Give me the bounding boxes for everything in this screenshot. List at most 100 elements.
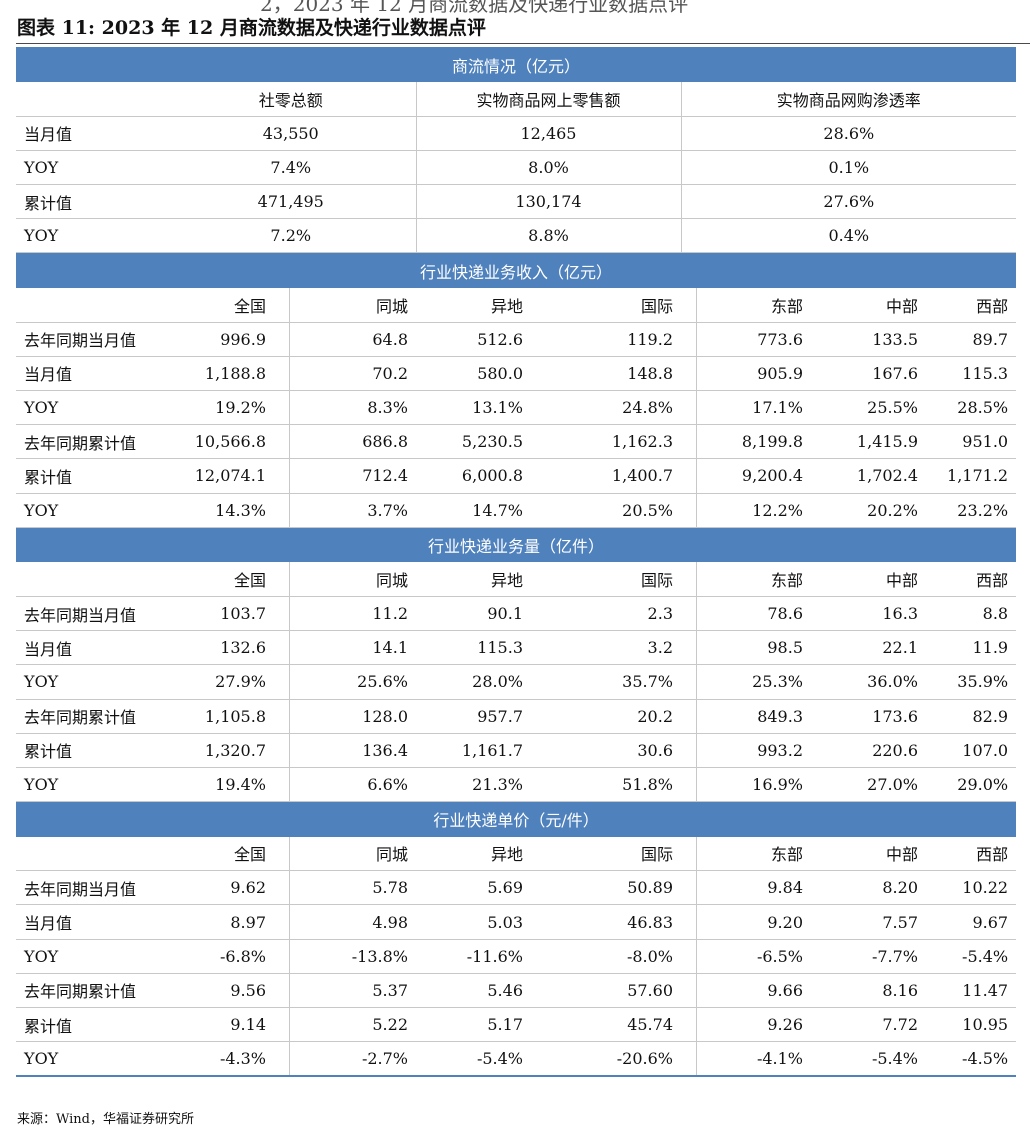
row-label: YOY: [16, 150, 166, 186]
corner-cell: [16, 836, 166, 872]
table-cell: 36.0%: [811, 664, 926, 700]
table-row: YOY -6.8% -13.8% -11.6% -8.0% -6.5% -7.7% -5.4%: [16, 939, 1017, 974]
table-cell: -4.5%: [926, 1041, 1017, 1077]
table-cell: 9.14: [166, 1007, 274, 1043]
column-header: 异地: [416, 287, 531, 323]
table-cell: 5.78: [288, 870, 416, 906]
column-header: 西部: [926, 562, 1017, 597]
table-row: 去年同期当月值 103.7 11.2 90.1 2.3 78.6 16.3 8.8: [16, 596, 1017, 632]
table-cell: 115.3: [416, 630, 531, 666]
row-label: 去年同期累计值: [16, 424, 166, 460]
row-label: 累计值: [16, 733, 166, 768]
table-row: 当月值 43,550 12,465 28.6%: [16, 116, 1017, 151]
row-label: 当月值: [16, 630, 166, 666]
table-cell: -8.0%: [531, 939, 681, 974]
table-cell: 136.4: [288, 733, 416, 768]
table-cell: 50.89: [531, 870, 681, 906]
table-row: 累计值 1,320.7 136.4 1,161.7 30.6 993.2 220.6 107.…: [16, 733, 1017, 768]
row-label: YOY: [16, 218, 166, 254]
table-row: 累计值 12,074.1 712.4 6,000.8 1,400.7 9,200.4 1,7…: [16, 458, 1017, 494]
table-row: YOY 19.4% 6.6% 21.3% 51.8% 16.9% 27.0% 29.0%: [16, 767, 1017, 803]
table-cell: 993.2: [695, 733, 811, 768]
table-cell: 5.17: [416, 1007, 531, 1043]
table-cell: 21.3%: [416, 767, 531, 803]
gap-cell: [274, 973, 289, 1009]
gap-cell: [274, 733, 289, 768]
column-header: 国际: [531, 287, 681, 323]
table-cell: 5.22: [288, 1007, 416, 1043]
table-cell: 220.6: [811, 733, 926, 768]
gap-cell: [681, 836, 696, 872]
table-cell: 8.20: [811, 870, 926, 906]
table-cell: 17.1%: [695, 390, 811, 426]
table-row: 去年同期当月值 9.62 5.78 5.69 50.89 9.84 8.20 10.22: [16, 870, 1017, 906]
gap-cell: [681, 424, 696, 460]
column-header: 全国: [166, 836, 274, 872]
table-cell: 9,200.4: [695, 458, 811, 494]
table-cell: 6.6%: [288, 767, 416, 803]
column-header: 东部: [695, 287, 811, 323]
table-cell: -6.5%: [695, 939, 811, 974]
table-cell: 9.56: [166, 973, 274, 1009]
table-cell: -20.6%: [531, 1041, 681, 1077]
gap-cell: [274, 562, 289, 597]
table-cell: 471,495: [166, 184, 416, 220]
table-cell: -2.7%: [288, 1041, 416, 1077]
table-row: 去年同期当月值 996.9 64.8 512.6 119.2 773.6 133.5 89.7: [16, 322, 1017, 357]
table-cell: 11.2: [288, 596, 416, 632]
table-cell: 35.9%: [926, 664, 1017, 700]
cut-off-heading: 2，2023 年 12 月商流数据及快递行业数据点评: [260, 0, 689, 16]
table-cell: 90.1: [416, 596, 531, 632]
volume-section-header-row: 行业快递业务量（亿件）: [16, 527, 1017, 563]
column-header: 西部: [926, 287, 1017, 323]
table-cell: -11.6%: [416, 939, 531, 974]
table-cell: 133.5: [811, 322, 926, 357]
gap-cell: [274, 904, 289, 940]
express-data-table: 商流情况（亿元） 社零总额 实物商品网上零售额 实物商品网购渗透率 当月值 43,550 1…: [16, 47, 1017, 1077]
row-label: 当月值: [16, 116, 166, 151]
table-cell: 0.1%: [680, 150, 1017, 186]
table-cell: 64.8: [288, 322, 416, 357]
table-body: 商流情况（亿元） 社零总额 实物商品网上零售额 实物商品网购渗透率 当月值 43,550 1…: [16, 47, 1017, 1077]
gap-cell: [274, 1007, 289, 1043]
table-cell: 16.9%: [695, 767, 811, 803]
table-row: YOY 7.2% 8.8% 0.4%: [16, 218, 1017, 254]
column-header: 全国: [166, 562, 274, 597]
table-cell: 107.0: [926, 733, 1017, 768]
row-label: YOY: [16, 767, 166, 803]
table-cell: 1,162.3: [531, 424, 681, 460]
table-cell: 1,320.7: [166, 733, 274, 768]
table-row: 当月值 1,188.8 70.2 580.0 148.8 905.9 167.6 115.3: [16, 356, 1017, 392]
gap-cell: [681, 287, 696, 323]
table-cell: 51.8%: [531, 767, 681, 803]
table-cell: 5.37: [288, 973, 416, 1009]
table-cell: 5,230.5: [416, 424, 531, 460]
table-cell: 1,171.2: [926, 458, 1017, 494]
gap-cell: [681, 904, 696, 940]
table-cell: 8.0%: [415, 150, 681, 186]
table-cell: 773.6: [695, 322, 811, 357]
table-row: 当月值 132.6 14.1 115.3 3.2 98.5 22.1 11.9: [16, 630, 1017, 666]
table-cell: -5.4%: [811, 1041, 926, 1077]
column-header: 同城: [288, 562, 416, 597]
table-row: 当月值 8.97 4.98 5.03 46.83 9.20 7.57 9.67: [16, 904, 1017, 940]
table-cell: 14.7%: [416, 493, 531, 528]
table-cell: 512.6: [416, 322, 531, 357]
gap-cell: [274, 322, 289, 357]
gap-cell: [274, 767, 289, 803]
table-cell: 8.8: [926, 596, 1017, 632]
table-cell: 24.8%: [531, 390, 681, 426]
table-cell: 712.4: [288, 458, 416, 494]
table-cell: 8.16: [811, 973, 926, 1009]
row-label: 累计值: [16, 184, 166, 220]
table-cell: 28.5%: [926, 390, 1017, 426]
source-note: 来源：Wind，华福证券研究所: [17, 1112, 194, 1127]
table-cell: 5.69: [416, 870, 531, 906]
row-label: YOY: [16, 390, 166, 426]
row-label: 去年同期累计值: [16, 973, 166, 1009]
row-label: 去年同期当月值: [16, 596, 166, 632]
table-cell: 1,188.8: [166, 356, 274, 392]
table-cell: 28.0%: [416, 664, 531, 700]
table-cell: 11.9: [926, 630, 1017, 666]
gap-cell: [681, 699, 696, 734]
